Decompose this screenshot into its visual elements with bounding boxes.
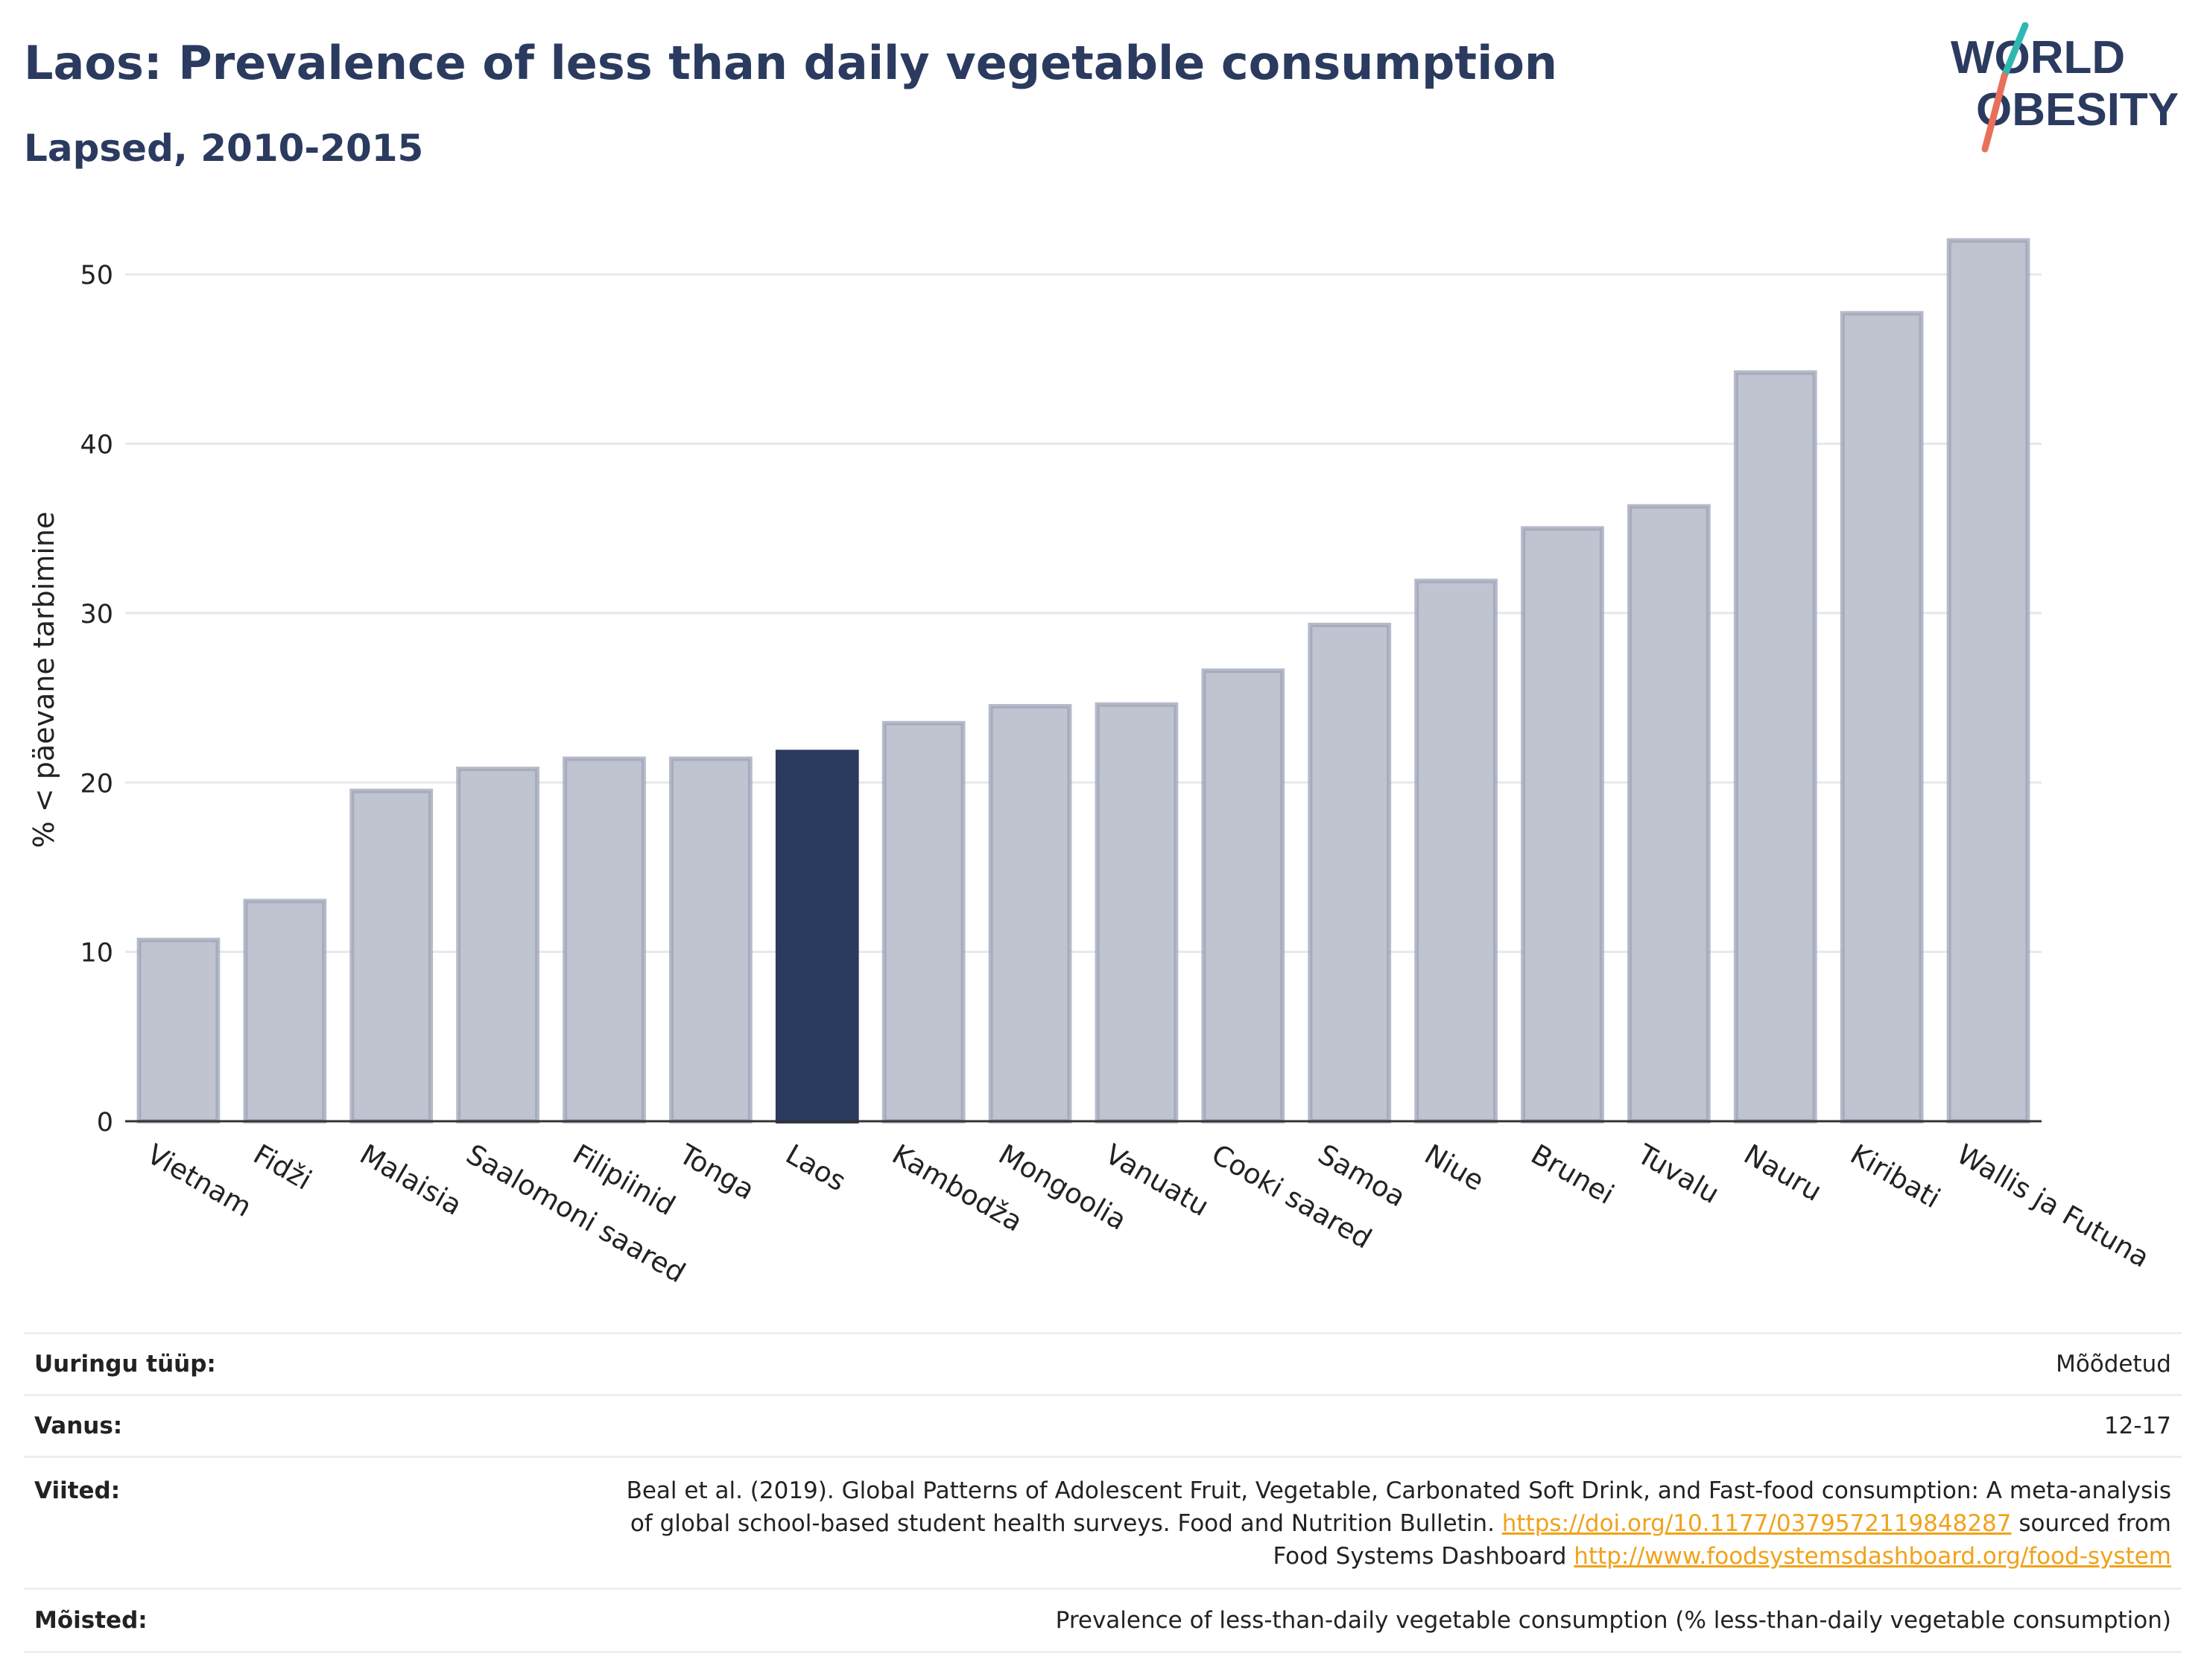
survey-type-label: Uuringu tüüp:: [34, 1351, 216, 1378]
bar-samoa: [1308, 622, 1392, 1123]
x-tick-label: Nauru: [1738, 1138, 1827, 1208]
doi-link[interactable]: https://doi.org/10.1177/0379572119848287: [1501, 1510, 2012, 1537]
bar-filipiinid: [563, 756, 646, 1123]
references-text3: sourced from: [2018, 1510, 2171, 1537]
bar-cooki-saared: [1201, 668, 1285, 1123]
info-row-definitions: Mõisted: Prevalence of less-than-daily v…: [24, 1588, 2182, 1653]
y-tick-label: 0: [97, 1108, 113, 1138]
bar-tuvalu: [1627, 504, 1711, 1123]
bar-mongoolia: [988, 703, 1072, 1123]
bar-nauru: [1733, 370, 1817, 1123]
y-axis-label: % < päevane tarbimine: [28, 512, 60, 849]
bar-wallis-ja-futuna: [1946, 238, 2030, 1123]
gridlines: [125, 273, 2042, 954]
bar-saalomoni-saared: [456, 767, 539, 1124]
bar-kiribati: [1840, 311, 1924, 1123]
x-tick-label: Tuvalu: [1632, 1138, 1725, 1210]
chart-subtitle: Lapsed, 2010-2015: [24, 127, 424, 170]
bar-malaisia: [349, 788, 434, 1124]
definitions-label: Mõisted:: [34, 1607, 148, 1634]
world-obesity-logo: WORLD OBESITY: [1951, 22, 2179, 153]
y-tick-labels: 0 10 20 30 40 50: [80, 261, 113, 1138]
x-tick-label: Fidži: [248, 1138, 317, 1196]
references-label: Viited:: [34, 1477, 121, 1504]
age-label: Vanus:: [34, 1413, 123, 1439]
y-tick-label: 50: [80, 261, 113, 291]
y-tick-label: 10: [80, 939, 113, 969]
logo-line1: WORLD: [1951, 32, 2125, 83]
x-tick-label: Vietnam: [142, 1138, 257, 1223]
y-tick-label: 40: [80, 431, 113, 460]
references-value: Beal et al. (2019). Global Patterns of A…: [627, 1474, 2182, 1573]
info-row-survey-type: Uuringu tüüp: Mõõdetud: [24, 1332, 2182, 1394]
bar-laos: [775, 749, 859, 1124]
bar-vanuatu: [1095, 702, 1179, 1123]
y-tick-label: 20: [80, 769, 113, 799]
info-table: Uuringu tüüp: Mõõdetud Vanus: 12-17 Viit…: [24, 1332, 2182, 1653]
logo-line2: OBESITY: [1976, 84, 2179, 136]
y-tick-label: 30: [80, 600, 113, 630]
age-value: 12-17: [2103, 1413, 2171, 1439]
survey-type-value: Mõõdetud: [2056, 1351, 2171, 1378]
chart-title: Laos: Prevalence of less than daily vege…: [24, 36, 1558, 90]
x-tick-label: Niue: [1419, 1138, 1489, 1197]
x-tick-label: Brunei: [1526, 1138, 1620, 1211]
bar-tonga: [669, 756, 753, 1123]
bar-kambodža: [881, 720, 966, 1123]
references-text2: of global school-based student health su…: [630, 1510, 1495, 1537]
bar-vietnam: [136, 937, 221, 1124]
x-tick-label: Wallis ja Futuna: [1951, 1138, 2155, 1274]
x-tick-label: Tonga: [674, 1138, 760, 1206]
bar-niue: [1414, 578, 1498, 1123]
bar-brunei: [1521, 526, 1604, 1123]
bar-fidži: [243, 898, 327, 1123]
bars: [136, 238, 2030, 1124]
references-text1: Beal et al. (2019). Global Patterns of A…: [626, 1477, 2171, 1504]
info-row-age: Vanus: 12-17: [24, 1394, 2182, 1456]
x-tick-label: Laos: [780, 1138, 851, 1198]
info-row-references: Viited: Beal et al. (2019). Global Patte…: [24, 1456, 2182, 1588]
x-tick-label: Kiribati: [1845, 1138, 1945, 1215]
definitions-value: Prevalence of less-than-daily vegetable …: [1055, 1607, 2171, 1634]
food-systems-link[interactable]: http://www.foodsystemsdashboard.org/food…: [1574, 1543, 2171, 1570]
references-text4: Food Systems Dashboard: [1273, 1543, 1567, 1570]
x-tick-label: Malaisia: [355, 1138, 467, 1222]
